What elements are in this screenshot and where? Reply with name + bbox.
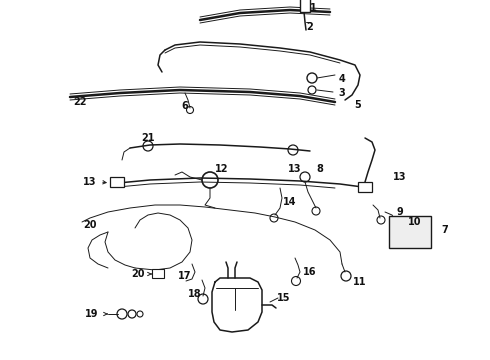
Text: 20: 20 — [83, 220, 97, 230]
Text: 21: 21 — [141, 133, 155, 143]
Text: 17: 17 — [178, 271, 192, 281]
Text: 6: 6 — [182, 101, 188, 111]
Text: 4: 4 — [339, 74, 345, 84]
Text: 16: 16 — [303, 267, 317, 277]
Text: 1: 1 — [310, 3, 317, 13]
Text: 5: 5 — [355, 100, 361, 110]
Text: 7: 7 — [441, 225, 448, 235]
Text: 9: 9 — [396, 207, 403, 217]
Text: 15: 15 — [277, 293, 291, 303]
Text: 19: 19 — [85, 309, 99, 319]
Text: 13: 13 — [393, 172, 407, 182]
Text: 14: 14 — [283, 197, 297, 207]
Bar — [152, 269, 164, 278]
Text: 13: 13 — [288, 164, 302, 174]
Bar — [110, 177, 124, 187]
Bar — [300, 0, 310, 12]
Bar — [358, 182, 372, 192]
Text: 20: 20 — [131, 269, 145, 279]
Text: 8: 8 — [317, 164, 323, 174]
Text: 10: 10 — [408, 217, 422, 227]
Text: 13: 13 — [83, 177, 97, 187]
Text: 3: 3 — [339, 88, 345, 98]
Text: 2: 2 — [307, 22, 314, 32]
Text: 12: 12 — [215, 164, 229, 174]
Text: 22: 22 — [73, 97, 87, 107]
Text: 11: 11 — [353, 277, 367, 287]
Text: 18: 18 — [188, 289, 202, 299]
FancyBboxPatch shape — [389, 216, 431, 248]
